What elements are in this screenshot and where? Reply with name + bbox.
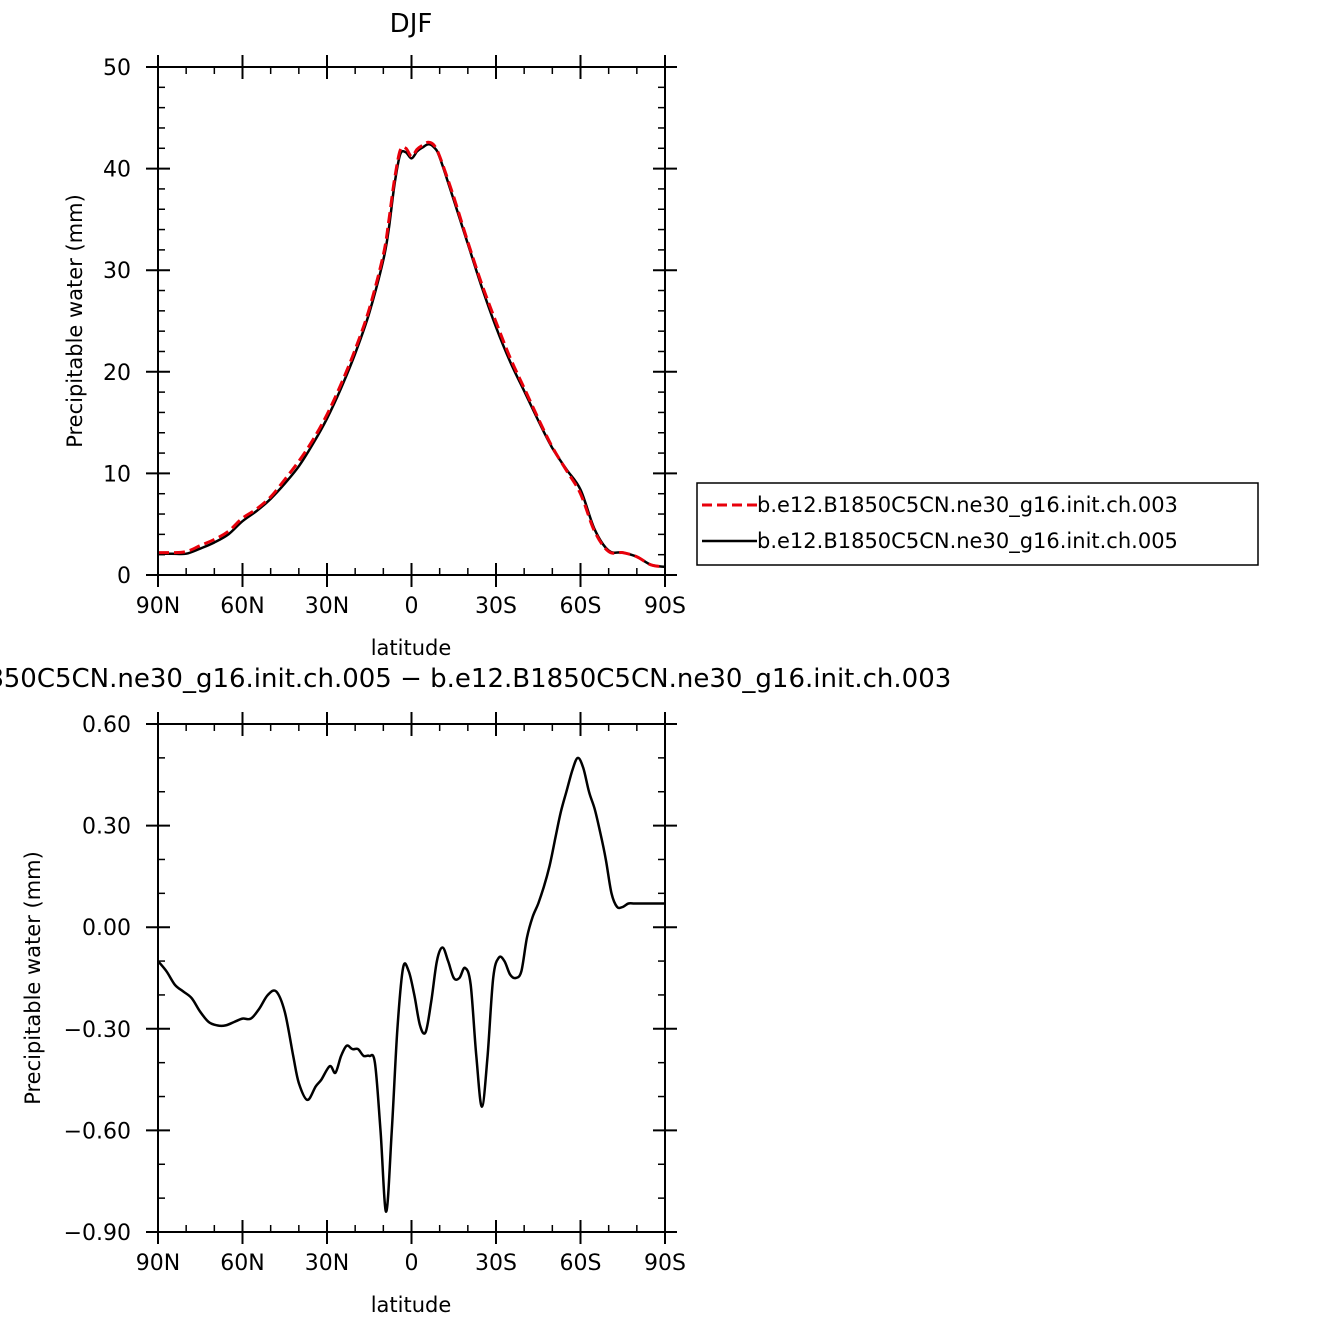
bottom-series	[157, 756, 665, 1213]
legend-label-003: b.e12.B1850C5CN.ne30_g16.init.ch.003	[757, 493, 1178, 518]
top-series-line-003	[157, 140, 666, 569]
top-series	[157, 140, 666, 569]
bottom-y-tick-label: −0.60	[64, 1119, 131, 1144]
bottom-panel: b.e12.B1850C5CN.ne30_g16.init.ch.005 − b…	[0, 664, 951, 1317]
bottom-y-tick-label: −0.90	[64, 1221, 131, 1246]
bottom-y-tick-label: 0.00	[82, 916, 131, 941]
bottom-x-tick-label: 30S	[475, 1251, 517, 1276]
top-x-tick-label: 90N	[136, 594, 180, 619]
bottom-y-tick-label: 0.60	[82, 713, 131, 738]
top-y-tick-label: 20	[103, 361, 131, 386]
bottom-y-tick-label: −0.30	[64, 1018, 131, 1043]
top-y-tick-label: 40	[103, 158, 131, 183]
bottom-x-tick-label: 90N	[136, 1251, 180, 1276]
bottom-x-tick-label: 60S	[560, 1251, 602, 1276]
bottom-series-line-005	[157, 756, 665, 1213]
bottom-x-axis-label: latitude	[371, 1293, 452, 1317]
top-x-tick-label: 90S	[644, 594, 686, 619]
top-chart-title: DJF	[390, 9, 433, 39]
top-y-tick-label: 30	[103, 259, 131, 284]
bottom-plot-frame	[157, 723, 666, 1233]
top-panel: DJF latitude Precipitable water (mm) 90N…	[63, 9, 686, 660]
top-y-axis-label: Precipitable water (mm)	[63, 194, 87, 448]
top-x-tick-label: 0	[405, 594, 419, 619]
bottom-x-tick-label: 60N	[220, 1251, 264, 1276]
top-x-tick-label: 30S	[475, 594, 517, 619]
bottom-chart-title: b.e12.B1850C5CN.ne30_g16.init.ch.005 − b…	[0, 664, 951, 694]
bottom-ticks: 90N 60N 30N 0 30S 60S 90S −0.90 −0.60 −0.30 0.00 0.…	[64, 712, 686, 1276]
bottom-y-tick-label: 0.30	[82, 815, 131, 840]
top-ticks: 90N 60N 30N 0 30S 60S 90S 0 10 20 30 40 50	[103, 55, 686, 619]
bottom-x-tick-label: 0	[405, 1251, 419, 1276]
top-x-tick-label: 30N	[305, 594, 349, 619]
legend-label-005: b.e12.B1850C5CN.ne30_g16.init.ch.005	[757, 529, 1178, 554]
top-x-axis-label: latitude	[371, 636, 452, 660]
top-y-tick-label: 50	[103, 56, 131, 81]
bottom-x-tick-label: 90S	[644, 1251, 686, 1276]
bottom-y-axis-label: Precipitable water (mm)	[21, 851, 45, 1105]
top-series-line-005	[158, 142, 666, 569]
bottom-x-tick-label: 30N	[305, 1251, 349, 1276]
legend-box	[696, 482, 1259, 566]
top-x-tick-label: 60N	[220, 594, 264, 619]
top-y-tick-label: 0	[117, 564, 131, 589]
top-y-tick-label: 10	[103, 462, 131, 487]
top-plot-frame	[157, 66, 666, 576]
top-x-tick-label: 60S	[560, 594, 602, 619]
legend: b.e12.B1850C5CN.ne30_g16.init.ch.003 b.e…	[696, 482, 1259, 566]
